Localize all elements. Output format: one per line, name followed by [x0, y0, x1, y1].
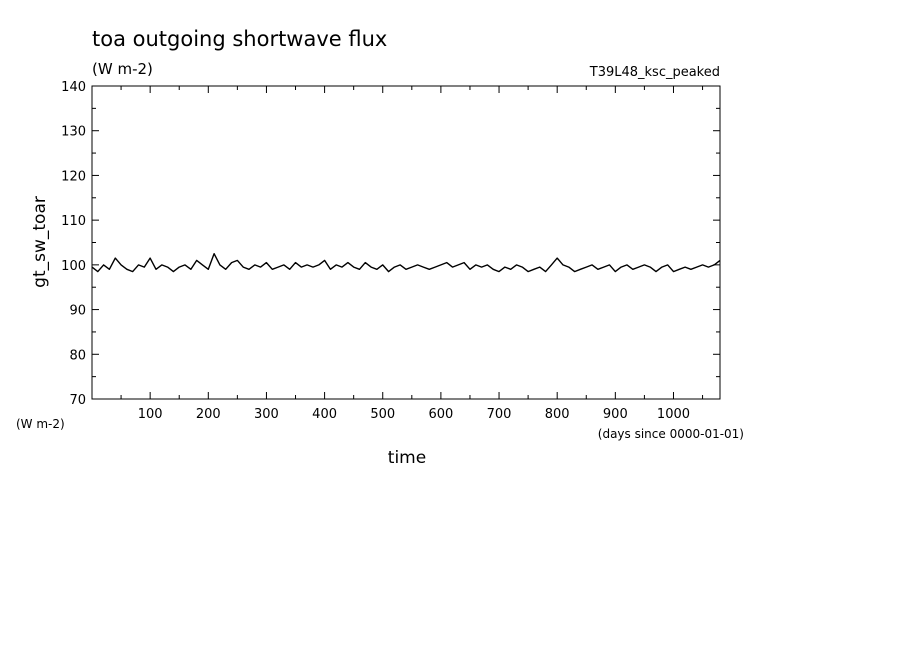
- y-tick-label: 100: [61, 259, 86, 274]
- series-layer: [91, 252, 721, 273]
- y-tick-label: 140: [61, 80, 86, 95]
- y-tick-label: 130: [61, 125, 86, 140]
- y-tick-label: 120: [61, 169, 86, 184]
- x-tick-label: 1000: [657, 407, 690, 422]
- x-axis-units: (days since 0000-01-01): [598, 427, 744, 441]
- y-tick-label: 70: [69, 393, 86, 408]
- x-tick-label: 900: [603, 407, 628, 422]
- x-tick-label: 700: [487, 407, 512, 422]
- y-tick-label: 110: [61, 214, 86, 229]
- run-label: T39L48_ksc_peaked: [589, 65, 720, 80]
- x-tick-label: 600: [428, 407, 453, 422]
- x-tick-label: 800: [545, 407, 570, 422]
- y-tick-label: 80: [69, 348, 86, 363]
- x-tick-label: 200: [196, 407, 221, 422]
- x-tick-label: 400: [312, 407, 337, 422]
- plot-frame: [91, 85, 721, 400]
- y-axis-label: gt_sw_toar: [30, 196, 50, 288]
- x-tick-label: 300: [254, 407, 279, 422]
- y-axis-units: (W m-2): [16, 417, 65, 431]
- x-axis-label: time: [388, 448, 426, 468]
- y-tick-label: 90: [69, 304, 86, 319]
- chart-title: toa outgoing shortwave flux: [92, 27, 387, 51]
- axis-ticks: 100 200 300 400 500 600 700 800 900 1000 70 80 90 100…: [61, 80, 720, 422]
- chart-units: (W m-2): [92, 60, 153, 78]
- x-tick-label: 500: [370, 407, 395, 422]
- series-line-0: [91, 252, 721, 273]
- x-tick-label: 100: [138, 407, 163, 422]
